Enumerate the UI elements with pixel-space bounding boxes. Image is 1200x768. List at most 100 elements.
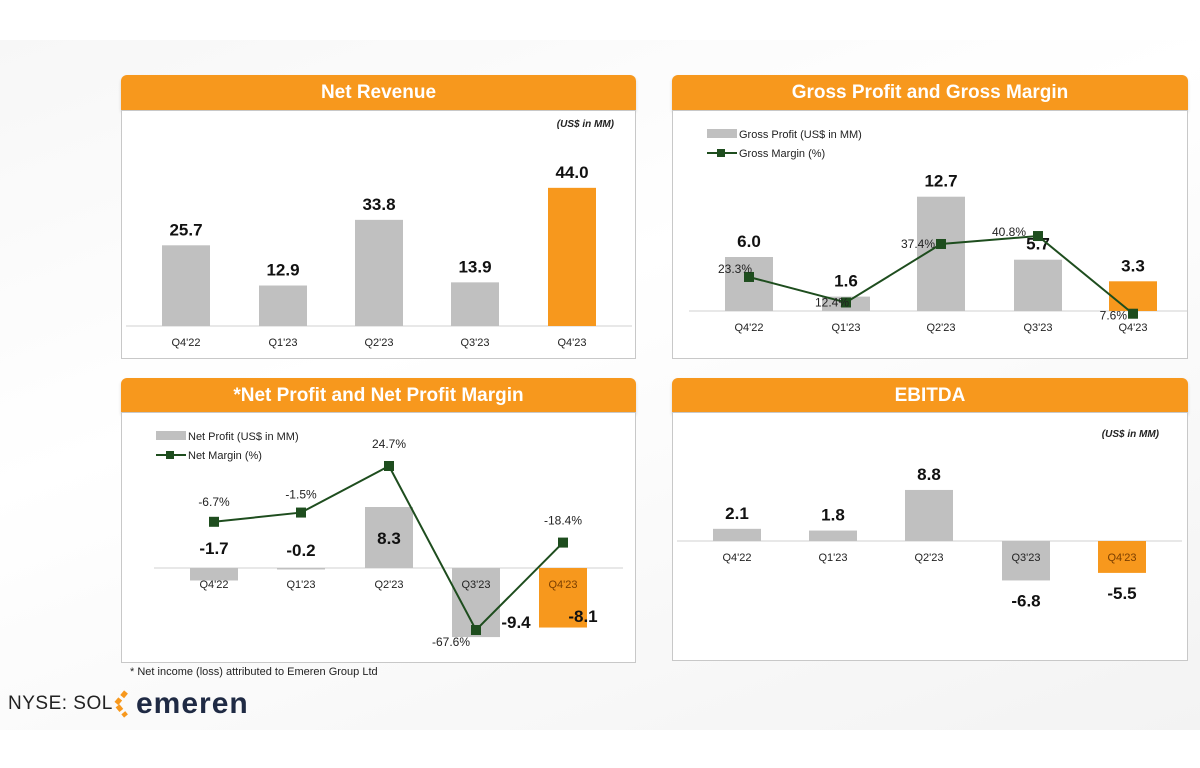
x-tick-label: Q4'23	[557, 337, 586, 349]
x-tick-label: Q4'23	[548, 579, 577, 591]
ticker: NYSE: SOL	[8, 693, 113, 714]
legend-line-marker	[717, 149, 725, 157]
bar-3	[1002, 541, 1050, 581]
net-revenue-chart: (US$ in MM) Q4'22 25.7 Q1'23 12.9 Q2'23 33.8 Q3…	[126, 119, 632, 349]
bar-4	[539, 568, 587, 628]
x-tick-label: Q2'23	[364, 337, 393, 349]
bar-value-label: 5.7	[1026, 235, 1050, 254]
bar-value-label: -1.7	[199, 539, 228, 558]
x-tick-label: Q4'22	[199, 579, 228, 591]
x-tick-label: Q3'23	[1011, 552, 1040, 564]
x-tick-label: Q4'22	[171, 337, 200, 349]
legend-bar-swatch	[707, 129, 737, 138]
x-tick-label: Q4'22	[722, 552, 751, 564]
margin-label: -18.4%	[544, 514, 582, 528]
net-profit-panel: Q4'22 -1.7 Q1'23 -0.2 Q2'23 8.3 Q3'23 -9.4 Q4'23…	[121, 412, 636, 663]
legend-line-marker	[166, 451, 174, 459]
margin-label: 37.4%	[901, 237, 935, 251]
margin-marker-4	[1128, 308, 1138, 319]
margin-label: -6.7%	[198, 495, 230, 509]
bar-value-label: 12.7	[924, 172, 957, 191]
bar-1	[809, 530, 857, 541]
legend-line-label: Net Margin (%)	[188, 450, 262, 462]
margin-marker-0	[209, 516, 219, 527]
x-tick-label: Q4'22	[734, 322, 763, 334]
x-tick-label: Q3'23	[1023, 322, 1052, 334]
emeren-logo: emeren	[112, 687, 249, 721]
bar-value-label: 3.3	[1121, 256, 1145, 275]
bar-value-label: -9.4	[501, 613, 531, 632]
margin-marker-4	[558, 537, 568, 548]
bar-value-label: 12.9	[266, 260, 299, 279]
legend-bar-label: Gross Profit (US$ in MM)	[739, 129, 862, 141]
bar-value-label: 1.8	[821, 506, 845, 525]
bar-1	[277, 568, 325, 570]
legend-bar-label: Net Profit (US$ in MM)	[188, 431, 299, 443]
bar-3	[451, 282, 499, 326]
bar-3	[1014, 259, 1062, 311]
gross-profit-chart: Q4'22 6.0 Q1'23 1.6 Q2'23 12.7 Q3'23 5.7 Q4'23 3.…	[689, 129, 1187, 334]
unit-label: (US$ in MM)	[1102, 429, 1160, 440]
legend-line-label: Gross Margin (%)	[739, 148, 825, 160]
x-tick-label: Q1'23	[831, 322, 860, 334]
x-tick-label: Q2'23	[914, 552, 943, 564]
net-revenue-panel: (US$ in MM) Q4'22 25.7 Q1'23 12.9 Q2'23 33.8 Q3…	[121, 110, 636, 359]
margin-label: 23.3%	[718, 262, 752, 276]
net-profit-chart: Q4'22 -1.7 Q1'23 -0.2 Q2'23 8.3 Q3'23 -9.4 Q4'23…	[154, 431, 623, 649]
bar-0	[725, 257, 773, 311]
legend-bar-swatch	[156, 431, 186, 440]
bar-value-label: 25.7	[169, 220, 202, 239]
margin-label: 24.7%	[372, 437, 406, 451]
gross-profit-header: Gross Profit and Gross Margin	[672, 75, 1188, 110]
bar-2	[905, 489, 953, 541]
x-tick-label: Q3'23	[461, 579, 490, 591]
margin-label: -1.5%	[285, 488, 317, 502]
bar-2	[355, 219, 403, 326]
bar-0	[713, 528, 761, 541]
bar-4	[548, 187, 596, 326]
bar-value-label: 13.9	[458, 257, 491, 276]
bar-1	[259, 285, 307, 326]
unit-label: (US$ in MM)	[557, 119, 615, 130]
margin-marker-2	[936, 238, 946, 249]
bar-value-label: 44.0	[555, 163, 588, 182]
bar-value-label: -6.8	[1011, 591, 1040, 610]
bar-value-label: -0.2	[286, 541, 315, 560]
bar-4	[1109, 281, 1157, 311]
margin-marker-3	[1033, 231, 1043, 242]
bar-0	[190, 568, 238, 581]
bar-value-label: 33.8	[362, 195, 395, 214]
bar-value-label: -5.5	[1107, 584, 1136, 603]
margin-label: 7.6%	[1100, 309, 1128, 323]
bar-0	[162, 245, 210, 326]
margin-marker-1	[296, 507, 306, 518]
net-revenue-header: Net Revenue	[121, 75, 636, 110]
margin-marker-3	[471, 625, 481, 636]
bar-value-label: 2.1	[725, 504, 749, 523]
x-tick-label: Q4'23	[1118, 322, 1147, 334]
bar-value-label: 8.3	[377, 529, 401, 548]
ebitda-chart: (US$ in MM) Q4'22 2.1 Q1'23 1.8 Q2'23 8.8 Q3'23…	[677, 429, 1182, 610]
gross-profit-panel: Q4'22 6.0 Q1'23 1.6 Q2'23 12.7 Q3'23 5.7 Q4'23 3.…	[672, 110, 1188, 359]
brand-name: emeren	[136, 687, 249, 720]
x-tick-label: Q1'23	[286, 579, 315, 591]
margin-marker-2	[384, 461, 394, 471]
ebitda-panel: (US$ in MM) Q4'22 2.1 Q1'23 1.8 Q2'23 8.8 Q3'23…	[672, 412, 1188, 661]
margin-marker-0	[744, 271, 754, 282]
margin-label: 12.4%	[815, 295, 849, 309]
x-tick-label: Q2'23	[926, 322, 955, 334]
footnote: * Net income (loss) attributed to Emeren…	[130, 666, 378, 678]
bar-value-label: 1.6	[834, 272, 858, 291]
x-tick-label: Q2'23	[374, 579, 403, 591]
bar-value-label: -8.1	[568, 607, 597, 626]
margin-marker-1	[841, 297, 851, 308]
bar-4	[1098, 541, 1146, 573]
x-tick-label: Q1'23	[268, 337, 297, 349]
ebitda-header: EBITDA	[672, 378, 1188, 413]
x-tick-label: Q3'23	[460, 337, 489, 349]
margin-label: 40.8%	[992, 225, 1026, 239]
margin-label: -67.6%	[432, 635, 470, 649]
logo-mark-icon	[112, 690, 128, 718]
x-tick-label: Q1'23	[818, 552, 847, 564]
bar-value-label: 8.8	[917, 465, 941, 484]
